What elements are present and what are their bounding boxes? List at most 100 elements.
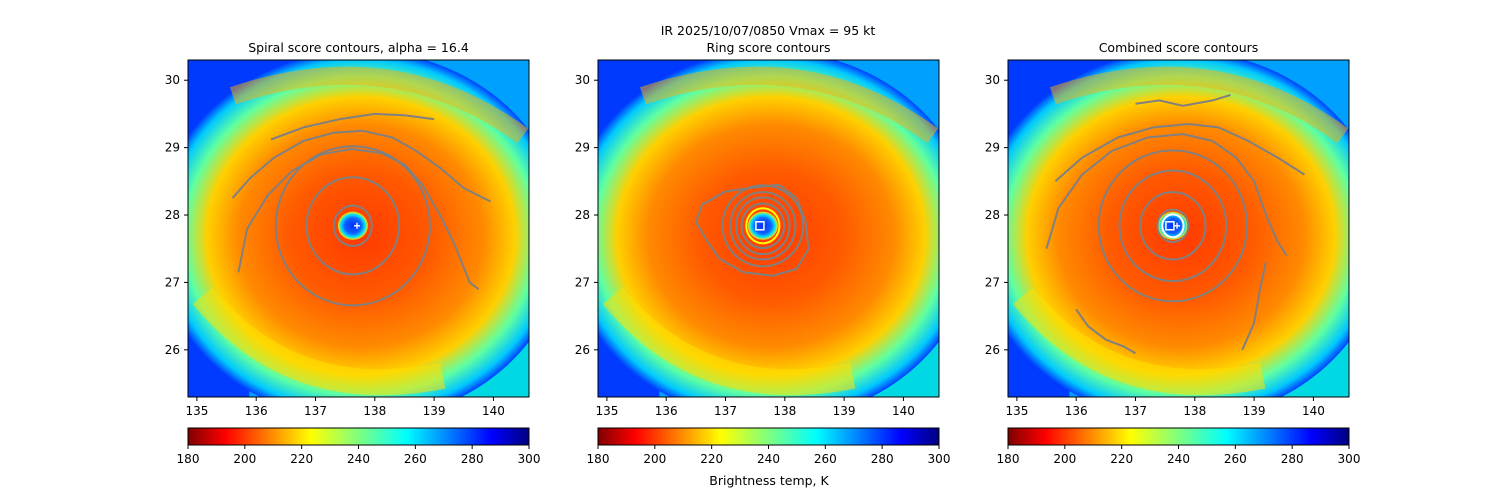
chart-panel-combined: Combined score contours 135 136 137 138 139 14… <box>985 40 1361 466</box>
colorbar-tick-label: 200 <box>1053 452 1076 466</box>
colorbar-tick-label: 200 <box>643 452 666 466</box>
contour-line <box>1054 123 1306 183</box>
axes-frame <box>597 59 940 398</box>
contour-ring <box>735 196 791 256</box>
contour-ring <box>745 207 781 245</box>
colorbar-tick-label: 180 <box>587 452 610 466</box>
ir-image <box>1008 60 1349 397</box>
x-tick-label: 138 <box>773 404 796 418</box>
colorbar-tick-label: 280 <box>871 452 894 466</box>
contour-line <box>1045 133 1288 257</box>
x-tick-label: 136 <box>655 404 678 418</box>
colorbar-tick-label: 180 <box>997 452 1020 466</box>
contour-ring <box>1118 169 1228 283</box>
colorbar-tick-label: 240 <box>347 452 370 466</box>
contour-group <box>694 183 810 277</box>
x-tick-label: 139 <box>833 404 856 418</box>
chart-panel-spiral: Spiral score contours, alpha = 16.4 135 13… <box>165 40 541 466</box>
colorbar-tick-label: 220 <box>290 452 313 466</box>
x-tick-label: 139 <box>423 404 446 418</box>
x-tick-label: 137 <box>1124 404 1147 418</box>
figure-suptitle: IR 2025/10/07/0850 Vmax = 95 kt <box>661 23 876 38</box>
y-tick-label: 30 <box>575 73 590 87</box>
contour-line <box>237 148 480 290</box>
center-marker-square <box>755 221 765 231</box>
center-marker-plus <box>354 222 361 229</box>
x-tick-label: 138 <box>363 404 386 418</box>
x-tick-label: 140 <box>1302 404 1325 418</box>
y-tick-label: 28 <box>985 208 1000 222</box>
x-tick-label: 140 <box>892 404 915 418</box>
ir-image <box>598 60 939 397</box>
colorbar-tick-label: 280 <box>461 452 484 466</box>
x-tick-label: 135 <box>1005 404 1028 418</box>
y-tick-label: 29 <box>575 141 590 155</box>
contour-group <box>1045 94 1306 355</box>
contour-ring <box>740 202 786 250</box>
y-tick-label: 26 <box>985 343 1000 357</box>
x-tick-label: 137 <box>304 404 327 418</box>
contour-ring <box>332 204 373 248</box>
colorbar <box>597 427 940 446</box>
contour-line <box>231 129 491 203</box>
colorbar <box>187 427 530 446</box>
colorbar-tick-label: 220 <box>1110 452 1133 466</box>
contour-line <box>1135 94 1231 107</box>
x-tick-label: 137 <box>714 404 737 418</box>
x-tick-label: 136 <box>1065 404 1088 418</box>
contour-ring <box>1139 191 1207 261</box>
contour-ring <box>1161 213 1185 239</box>
center-marker-square <box>1165 221 1175 231</box>
contour-ring <box>721 184 805 268</box>
contour-ring <box>274 145 431 307</box>
x-tick-label: 136 <box>245 404 268 418</box>
panel-title: Combined score contours <box>1099 40 1259 55</box>
panel-title: Spiral score contours, alpha = 16.4 <box>248 40 469 55</box>
x-tick-label: 135 <box>185 404 208 418</box>
x-tick-label: 140 <box>482 404 505 418</box>
contour-line <box>1075 308 1136 355</box>
colorbar-tick-label: 180 <box>177 452 200 466</box>
colorbar-tick-label: 220 <box>700 452 723 466</box>
x-tick-label: 135 <box>595 404 618 418</box>
axes-frame <box>1007 59 1350 398</box>
panel-title: Ring score contours <box>706 40 830 55</box>
colorbar-tick-label: 300 <box>928 452 951 466</box>
colorbar-tick-label: 200 <box>233 452 256 466</box>
x-tick-label: 138 <box>1183 404 1206 418</box>
colorbar-label: Brightness temp, K <box>709 473 829 488</box>
contour-line <box>270 112 435 141</box>
center-marker-plus <box>1174 222 1181 229</box>
y-tick-label: 26 <box>575 343 590 357</box>
colorbar-tick-label: 260 <box>1224 452 1247 466</box>
colorbar-tick-label: 300 <box>1338 452 1361 466</box>
y-tick-label: 27 <box>575 275 590 289</box>
colorbar-tick-label: 300 <box>518 452 541 466</box>
colorbar-tick-label: 260 <box>404 452 427 466</box>
y-tick-label: 27 <box>985 275 1000 289</box>
chart-panel-ring: Ring score contours 135 136 137 138 139 140 26 2… <box>575 40 951 466</box>
colorbar-tick-label: 260 <box>814 452 837 466</box>
contour-line <box>694 183 810 277</box>
y-tick-label: 28 <box>165 208 180 222</box>
colorbar-tick-label: 240 <box>1167 452 1190 466</box>
ir-image <box>188 60 529 397</box>
colorbar-tick-label: 240 <box>757 452 780 466</box>
contour-ring <box>1156 208 1190 243</box>
y-tick-label: 29 <box>165 141 180 155</box>
y-tick-label: 26 <box>165 343 180 357</box>
colorbar-tick-label: 280 <box>1281 452 1304 466</box>
contour-ring <box>1097 149 1248 303</box>
contour-ring <box>729 191 797 261</box>
y-tick-label: 30 <box>985 73 1000 87</box>
y-tick-label: 28 <box>575 208 590 222</box>
contour-group <box>231 112 491 307</box>
y-tick-label: 30 <box>165 73 180 87</box>
colorbar <box>1007 427 1350 446</box>
axes-frame <box>187 59 530 398</box>
contour-line <box>1241 261 1267 351</box>
x-tick-label: 139 <box>1243 404 1266 418</box>
y-tick-label: 27 <box>165 275 180 289</box>
contour-ring <box>305 176 401 276</box>
